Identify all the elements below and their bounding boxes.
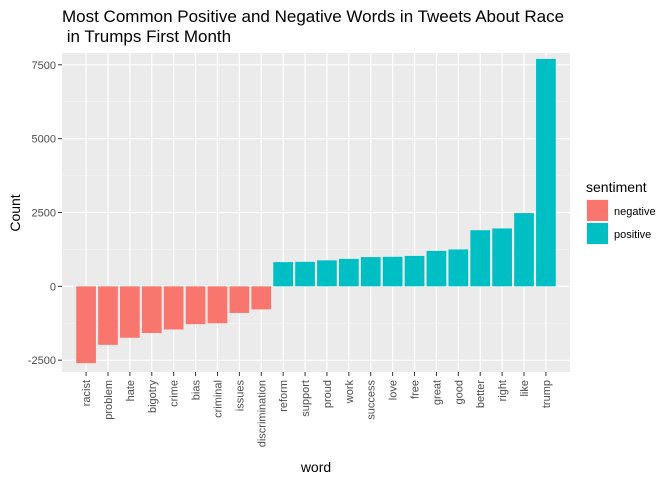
legend-label-positive: positive	[614, 229, 651, 241]
y-tick-label: 0	[50, 281, 56, 293]
x-tick-label: support	[300, 380, 312, 417]
y-tick-label: -2500	[28, 355, 56, 367]
bar-better	[470, 230, 491, 287]
x-tick-label: great	[431, 380, 443, 405]
bar-trump	[536, 58, 556, 287]
bars	[76, 58, 556, 364]
x-tick-label: proud	[322, 380, 334, 408]
bar-bigotry	[141, 286, 162, 334]
x-tick-label: discrimination	[256, 380, 268, 447]
bar-criminal	[207, 286, 228, 324]
y-tick-label: 2500	[32, 208, 56, 220]
bar-good	[448, 249, 469, 287]
bar-work	[338, 258, 359, 287]
bar-racist	[76, 286, 96, 364]
bar-problem	[98, 286, 118, 345]
x-tick-label: like	[519, 380, 531, 397]
x-tick-label: issues	[234, 380, 246, 412]
bar-success	[360, 257, 381, 287]
x-tick-label: better	[475, 380, 487, 408]
y-tick-label: 7500	[32, 60, 56, 72]
x-tick-label: trump	[541, 380, 553, 408]
x-tick-label: crime	[169, 380, 181, 407]
bar-proud	[317, 260, 337, 287]
bar-discrimination	[251, 286, 272, 310]
x-tick-label: love	[388, 380, 400, 400]
bar-like	[514, 213, 534, 287]
x-tick-label: reform	[278, 380, 290, 412]
x-tick-label: success	[366, 380, 378, 420]
chart-title: Most Common Positive and Negative Words …	[62, 7, 564, 46]
x-tick-label: right	[497, 380, 509, 401]
bar-support	[295, 261, 315, 287]
legend-label-negative: negative	[614, 206, 656, 218]
x-tick-label: free	[410, 380, 422, 399]
bar-love	[382, 256, 403, 287]
x-axis: racist problem hate bigotry crime bias crimina…	[81, 372, 553, 447]
x-tick-label: problem	[103, 380, 115, 420]
bar-crime	[163, 286, 184, 330]
x-tick-label: bias	[191, 380, 203, 401]
bar-right	[492, 228, 512, 287]
legend: sentiment negative positive	[586, 179, 656, 245]
x-tick-label: bigotry	[147, 380, 159, 414]
bar-free	[404, 255, 425, 287]
bar-hate	[120, 286, 140, 338]
bar-reform	[273, 262, 294, 287]
x-tick-label: hate	[125, 380, 137, 401]
y-axis: -2500 0 2500 5000 7500	[28, 60, 62, 367]
bar-issues	[229, 286, 250, 313]
y-axis-title: Count	[7, 194, 23, 231]
x-tick-label: racist	[81, 380, 93, 406]
x-tick-label: good	[453, 380, 465, 404]
x-tick-label: work	[344, 380, 356, 405]
y-tick-label: 5000	[32, 134, 56, 146]
legend-title: sentiment	[586, 179, 647, 195]
bar-great	[426, 250, 447, 287]
bar-bias	[185, 286, 206, 325]
legend-swatch-positive	[587, 223, 608, 244]
legend-swatch-negative	[587, 200, 608, 221]
x-axis-title: word	[300, 459, 331, 475]
x-tick-label: criminal	[212, 380, 224, 418]
